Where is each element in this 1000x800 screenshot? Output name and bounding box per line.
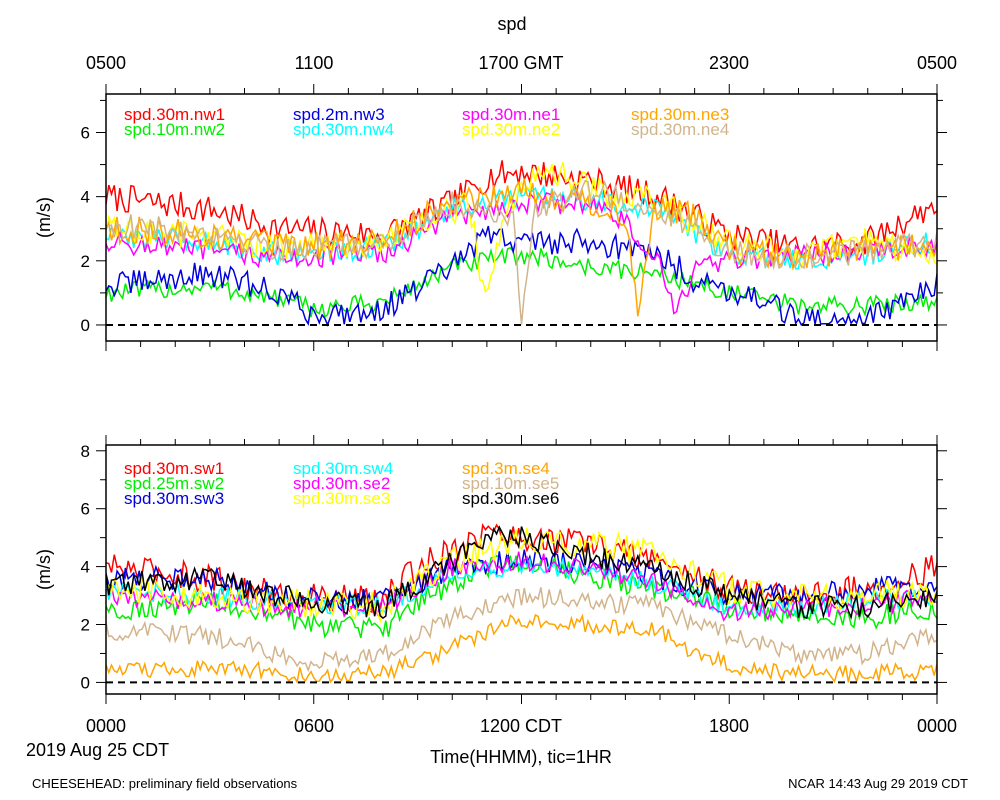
footer-right: NCAR 14:43 Aug 29 2019 CDT <box>788 776 968 791</box>
legend-entry-spd.25m.sw2: spd.25m.sw2 <box>124 474 224 493</box>
panel-sw-se: 02468(m/s)spd.30m.sw1spd.25m.sw2spd.30m.… <box>34 435 947 704</box>
series-line-spd.30m.ne3 <box>106 178 937 317</box>
legend-entry-spd.30m.ne1: spd.30m.ne1 <box>462 105 560 124</box>
date-label: 2019 Aug 25 CDT <box>26 740 169 760</box>
bottom-tick-1200-cdt: 1200 CDT <box>480 716 562 736</box>
legend-entry-spd.2m.nw3: spd.2m.nw3 <box>293 105 385 124</box>
y-tick-label: 6 <box>81 500 90 519</box>
bottom-tick-1800: 1800 <box>709 716 749 736</box>
x-axis-label: Time(HHMM), tic=1HR <box>430 747 612 767</box>
top-tick-2300: 2300 <box>709 53 749 73</box>
legend-entry-spd.30m.nw4: spd.30m.nw4 <box>293 120 394 139</box>
top-tick-1100: 1100 <box>295 53 334 73</box>
legend-entry-spd.30m.ne4: spd.30m.ne4 <box>631 120 729 139</box>
top-tick-1700-gmt: 1700 GMT <box>478 53 563 73</box>
series-line-spd.3m.se4 <box>106 613 937 685</box>
legend-entry-spd.30m.sw1: spd.30m.sw1 <box>124 459 224 478</box>
footer-left: CHEESEHEAD: preliminary field observatio… <box>32 776 298 791</box>
legend-entry-spd.30m.ne2: spd.30m.ne2 <box>462 120 560 139</box>
legend-entry-spd.30m.sw4: spd.30m.sw4 <box>293 459 393 478</box>
bottom-tick-0600: 0600 <box>294 716 334 736</box>
y-axis-label: (m/s) <box>34 197 54 238</box>
legend-entry-spd.30m.se6: spd.30m.se6 <box>462 489 559 508</box>
y-tick-label: 2 <box>81 252 90 271</box>
y-tick-label: 4 <box>81 558 90 577</box>
legend-entry-spd.10m.se5: spd.10m.se5 <box>462 474 559 493</box>
y-tick-label: 6 <box>81 123 90 142</box>
y-tick-label: 8 <box>81 442 90 461</box>
legend-entry-spd.10m.nw2: spd.10m.nw2 <box>124 120 225 139</box>
series-line-spd.30m.ne2 <box>106 161 937 294</box>
legend-entry-spd.30m.ne3: spd.30m.ne3 <box>631 105 729 124</box>
y-tick-label: 2 <box>81 616 90 635</box>
top-tick-0500-left: 0500 <box>86 53 126 73</box>
series-line-spd.10m.se5 <box>106 587 937 673</box>
y-tick-label: 4 <box>81 188 90 207</box>
series-line-spd.30m.se3 <box>106 527 937 624</box>
legend-entry-spd.30m.sw3: spd.30m.sw3 <box>124 489 224 508</box>
legend-entry-spd.3m.se4: spd.3m.se4 <box>462 459 550 478</box>
series-group <box>106 523 937 685</box>
y-tick-label: 0 <box>81 316 90 335</box>
series-group <box>106 160 937 327</box>
series-line-spd.30m.ne4 <box>106 179 937 325</box>
y-axis-label: (m/s) <box>34 549 54 590</box>
series-line-spd.10m.nw2 <box>106 246 937 319</box>
legend-entry-spd.30m.se3: spd.30m.se3 <box>293 489 390 508</box>
y-tick-label: 0 <box>81 673 90 692</box>
bottom-tick-0000-right: 0000 <box>917 716 957 736</box>
chart-title: spd <box>497 14 526 34</box>
top-tick-0500-right: 0500 <box>917 53 957 73</box>
series-line-spd.2m.nw3 <box>106 225 937 327</box>
legend-entry-spd.30m.nw1: spd.30m.nw1 <box>124 105 225 124</box>
bottom-tick-0000-left: 0000 <box>86 716 126 736</box>
legend-entry-spd.30m.se2: spd.30m.se2 <box>293 474 390 493</box>
series-line-spd.30m.se6 <box>106 525 937 620</box>
